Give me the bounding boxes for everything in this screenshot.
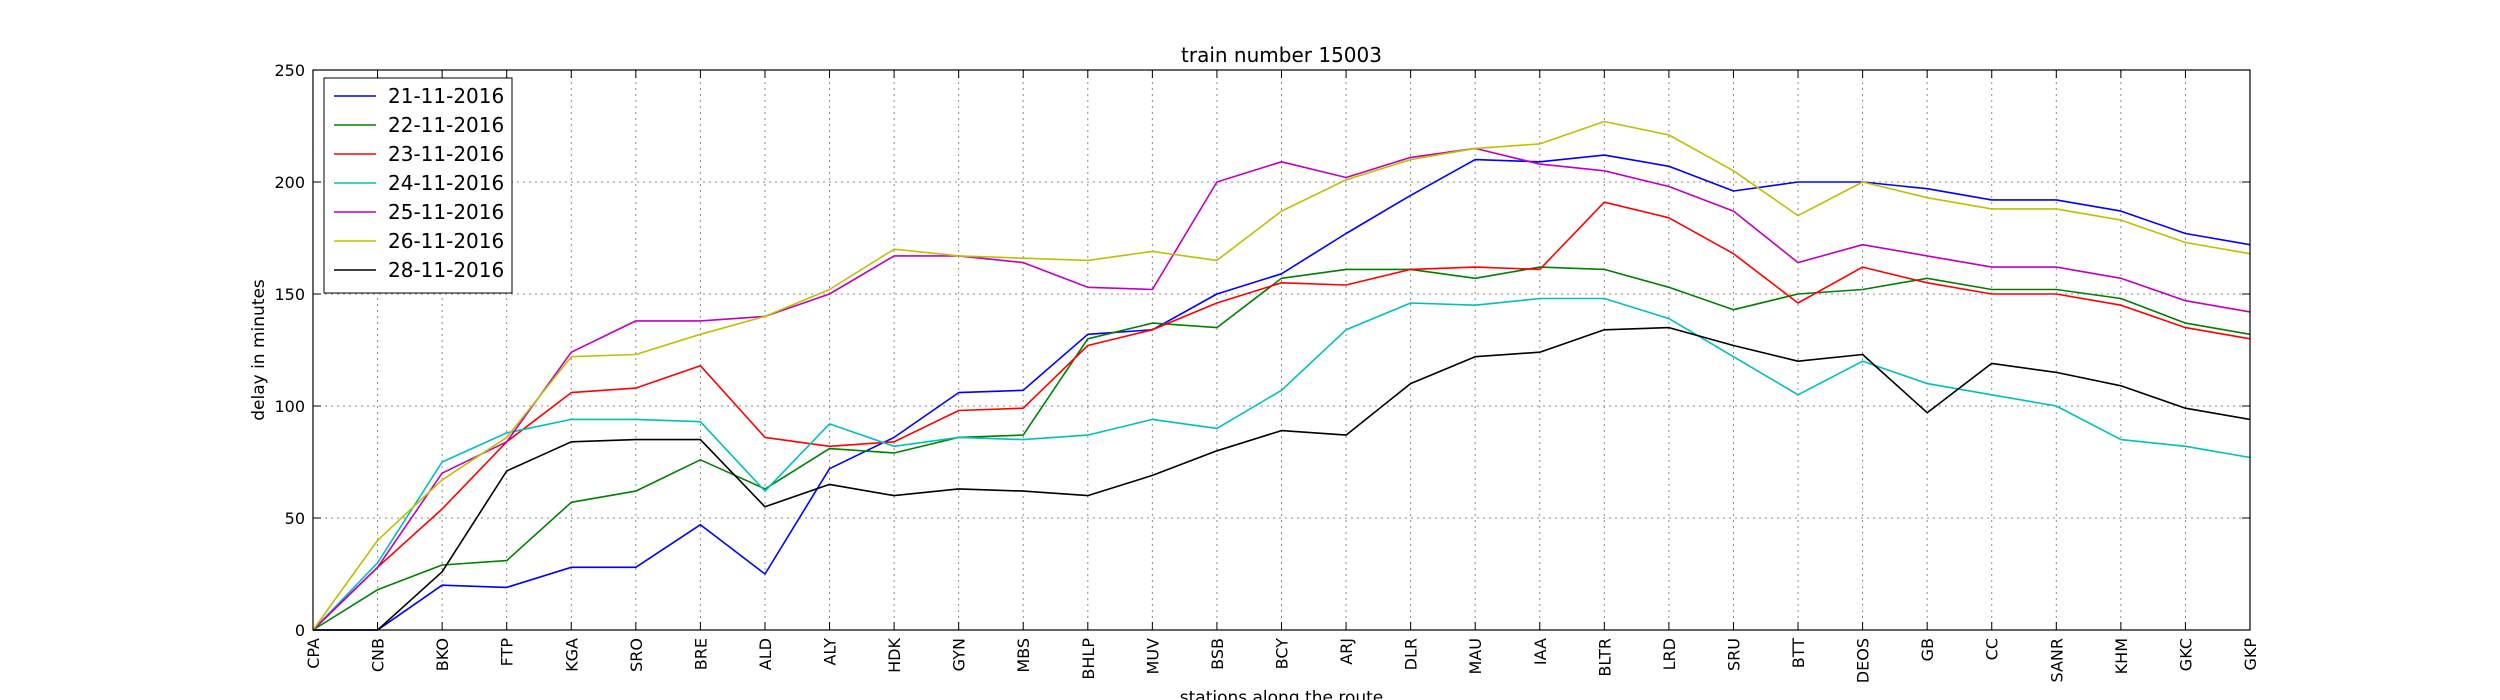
x-tick-label: MUV [1143,638,1162,675]
y-tick-label: 0 [295,621,305,640]
x-tick-label: DEOS [1854,638,1873,683]
series-line-28-11-2016 [313,326,2251,631]
legend-label: 25-11-2016 [388,200,504,224]
x-tick-label: CC [1983,638,2002,660]
x-tick-label: KHM [2112,638,2131,674]
legend-label: 26-11-2016 [388,229,504,253]
legend: 21-11-2016 22-11-2016 23-11-2016 24-11-2016… [323,77,513,294]
grid-layer [313,70,2250,630]
legend-label: 21-11-2016 [388,84,504,108]
y-tick-label: 50 [285,509,305,528]
y-tick-label: 100 [274,397,305,416]
x-tick-label: BCY [1273,638,1292,670]
x-tick-label: KGA [562,638,581,672]
x-tick-label: MBS [1014,638,1033,673]
series-line-21-11-2016 [313,154,2251,631]
x-tick-label: SRU [1724,638,1743,671]
x-tick-label: BTT [1789,638,1808,668]
legend-label: 22-11-2016 [388,113,504,137]
y-tick-label: 250 [274,61,305,80]
y-axis-title: delay in minutes [249,279,269,421]
x-tick-label: CPA [304,638,323,669]
x-tick-label: BRE [691,638,710,670]
x-axis-title: stations along the route [1180,688,1384,700]
x-tick-label: BKO [433,638,452,671]
series-line-24-11-2016 [312,297,2251,631]
y-tick-label: 200 [274,173,305,192]
x-tick-label: GKC [2176,638,2195,671]
x-tick-label: BLTR [1595,638,1614,677]
y-tick-label: 150 [274,285,305,304]
legend-label: 28-11-2016 [388,258,504,282]
x-tick-label: BHLP [1079,638,1098,680]
x-tick-label: ALD [756,638,775,670]
x-tick-label: GYN [950,638,969,671]
legend-box [323,77,513,294]
x-tick-label: SANR [2047,638,2066,682]
chart-title: train number 15003 [1181,43,1382,67]
x-tick-label: GB [1918,638,1937,661]
x-tick-label: MAU [1466,638,1485,674]
x-tick-label: ARJ [1337,638,1356,665]
x-tick-label: ALY [821,638,840,666]
x-tick-label: CNB [369,638,388,672]
x-tick-label: LRD [1660,638,1679,670]
series-line-22-11-2016 [312,266,2251,631]
x-tick-label: IAA [1531,638,1550,665]
x-tick-label: DLR [1402,638,1421,670]
x-tick-label: GKP [2241,638,2260,671]
series-line-25-11-2016 [312,147,2251,631]
series-line-26-11-2016 [312,120,2251,631]
tick-layer: CPA CNB BKO FTP KGA SRO BRE ALD ALY HDK GYN MBS BHLP… [274,61,2260,683]
x-tick-label: FTP [498,638,517,667]
legend-label: 24-11-2016 [388,171,504,195]
series-layer [312,120,2251,631]
x-tick-label: BSB [1208,638,1227,670]
x-tick-label: SRO [627,638,646,672]
series-line-23-11-2016 [312,201,2251,631]
legend-label: 23-11-2016 [388,142,504,166]
x-tick-label: HDK [885,637,904,672]
